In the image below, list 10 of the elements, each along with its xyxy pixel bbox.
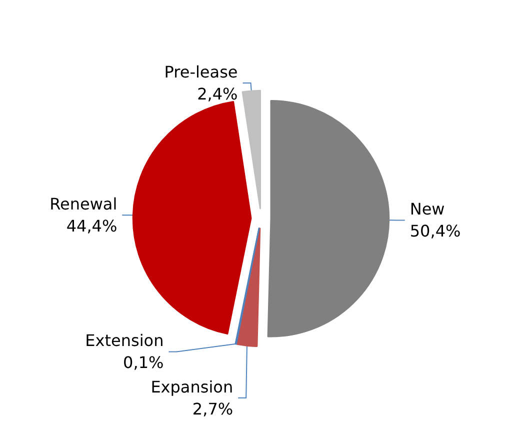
slice-label: Extension bbox=[85, 331, 164, 350]
data-label: 50,4% bbox=[410, 222, 461, 241]
slice-label: Renewal bbox=[50, 194, 118, 214]
data-label: 0,1% bbox=[123, 353, 164, 372]
slice-label: Expansion bbox=[150, 377, 234, 396]
data-label: 44,4% bbox=[66, 216, 118, 236]
data-label: 2,7% bbox=[192, 399, 234, 418]
slice-label: Pre-lease bbox=[164, 62, 238, 82]
slice-label: New bbox=[410, 200, 445, 219]
data-label: 2,4% bbox=[197, 84, 238, 104]
